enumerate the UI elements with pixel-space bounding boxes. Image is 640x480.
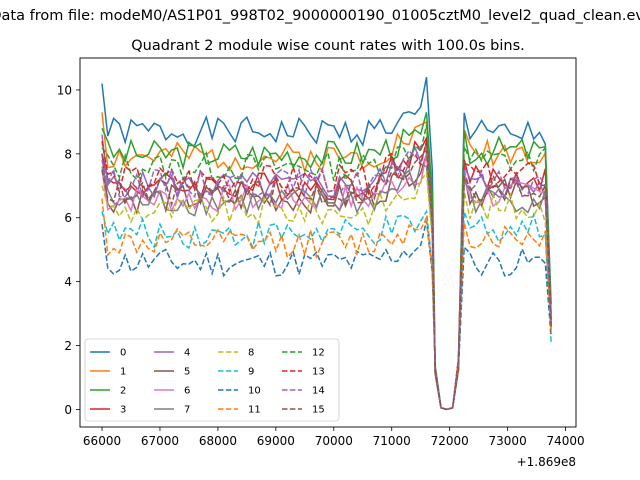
y-tick-label: 0: [64, 403, 72, 417]
legend-label-3: 3: [120, 405, 126, 416]
legend-label-11: 11: [248, 405, 261, 416]
legend-label-7: 7: [184, 405, 190, 416]
legend-label-6: 6: [184, 386, 190, 397]
series-line-8: [101, 171, 552, 411]
x-tick-label: 67000: [141, 434, 179, 448]
series-line-12: [101, 124, 552, 411]
legend-label-1: 1: [120, 367, 126, 378]
legend-label-0: 0: [120, 348, 126, 359]
y-axis: 0 2 4 6 8 10: [57, 83, 80, 417]
series-line-10: [101, 220, 552, 411]
legend-label-14: 14: [312, 386, 325, 397]
series-line-11: [101, 198, 552, 411]
legend-box: [84, 338, 340, 422]
x-tick-label: 66000: [83, 434, 121, 448]
y-tick-label: 2: [64, 339, 72, 353]
legend-label-9: 9: [248, 367, 254, 378]
y-tick-label: 10: [57, 83, 72, 97]
legend-label-8: 8: [248, 348, 254, 359]
x-tick-label: 70000: [315, 434, 353, 448]
x-offset-label: +1.869e8: [517, 455, 576, 469]
figure-suptitle: Data from file: modeM0/AS1P01_998T02_900…: [0, 8, 640, 24]
series-line-14: [101, 145, 552, 411]
x-tick-label: 74000: [546, 434, 584, 448]
x-tick-label: 72000: [431, 434, 469, 448]
x-tick-label: 68000: [199, 434, 237, 448]
legend-label-4: 4: [184, 348, 190, 359]
series-line-1: [101, 112, 552, 411]
legend-label-12: 12: [312, 348, 325, 359]
y-tick-label: 4: [64, 275, 72, 289]
x-axis: 66000 67000 68000 69000 70000 71000 72000 73000…: [83, 427, 585, 448]
x-tick-label: 71000: [373, 434, 411, 448]
series-layer: [101, 77, 552, 411]
series-line-15: [101, 148, 552, 411]
series-line-0: [101, 77, 552, 411]
legend-label-2: 2: [120, 386, 126, 397]
y-tick-label: 6: [64, 211, 72, 225]
plot-frame: [79, 57, 577, 428]
legend-label-5: 5: [184, 367, 190, 378]
x-tick-label: 69000: [257, 434, 295, 448]
series-line-5: [101, 153, 552, 411]
legend-label-10: 10: [248, 386, 261, 397]
chart-title: Quadrant 2 module wise count rates with …: [131, 38, 525, 54]
series-line-4: [101, 134, 552, 411]
y-tick-label: 8: [64, 147, 72, 161]
legend-label-15: 15: [312, 405, 325, 416]
x-tick-label: 73000: [489, 434, 527, 448]
series-line-7: [101, 162, 552, 411]
series-line-2: [101, 112, 552, 411]
legend-label-13: 13: [312, 367, 325, 378]
